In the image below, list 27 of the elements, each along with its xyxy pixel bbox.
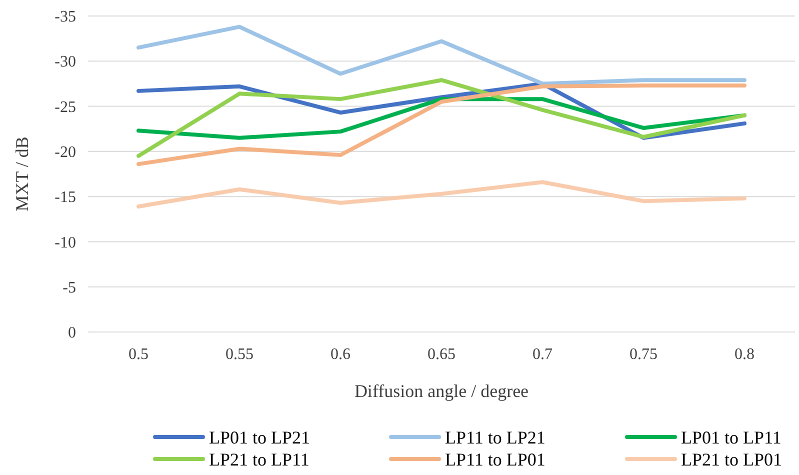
x-tick-label: 0.6: [330, 346, 350, 363]
line-series: [136, 24, 746, 86]
y-tick-label: -25: [54, 98, 76, 116]
y-tick-label: -5: [62, 279, 76, 296]
y-tick-label: -35: [54, 8, 76, 26]
x-tick-label: 0.8: [734, 346, 754, 363]
legend-label: LP01 to LP11: [681, 427, 782, 448]
x-tick-label: 0.55: [226, 346, 254, 363]
line-series: [136, 84, 746, 166]
legend-label: LP21 to LP01: [681, 449, 782, 470]
y-tick-label: -20: [54, 144, 76, 162]
legend-label: LP11 to LP21: [445, 427, 546, 448]
legend-label: LP01 to LP21: [209, 427, 310, 448]
y-axis-title: MXT / dB: [12, 136, 32, 212]
x-axis-title: Diffusion angle / degree: [354, 381, 529, 401]
legend-label: LP11 to LP01: [445, 449, 546, 470]
legend-label: LP21 to LP11: [209, 449, 310, 470]
y-tick-label: -10: [54, 234, 76, 252]
x-tick-label: 0.65: [428, 346, 456, 363]
line-series: [136, 78, 746, 158]
y-tick-label: 0: [68, 324, 76, 342]
y-tick-label: -15: [54, 189, 76, 206]
x-tick-label: 0.5: [128, 346, 148, 363]
x-tick-label: 0.75: [630, 346, 658, 363]
line-series: [136, 180, 746, 209]
x-tick-label: 0.7: [532, 346, 552, 363]
y-tick-label: -30: [54, 54, 76, 71]
